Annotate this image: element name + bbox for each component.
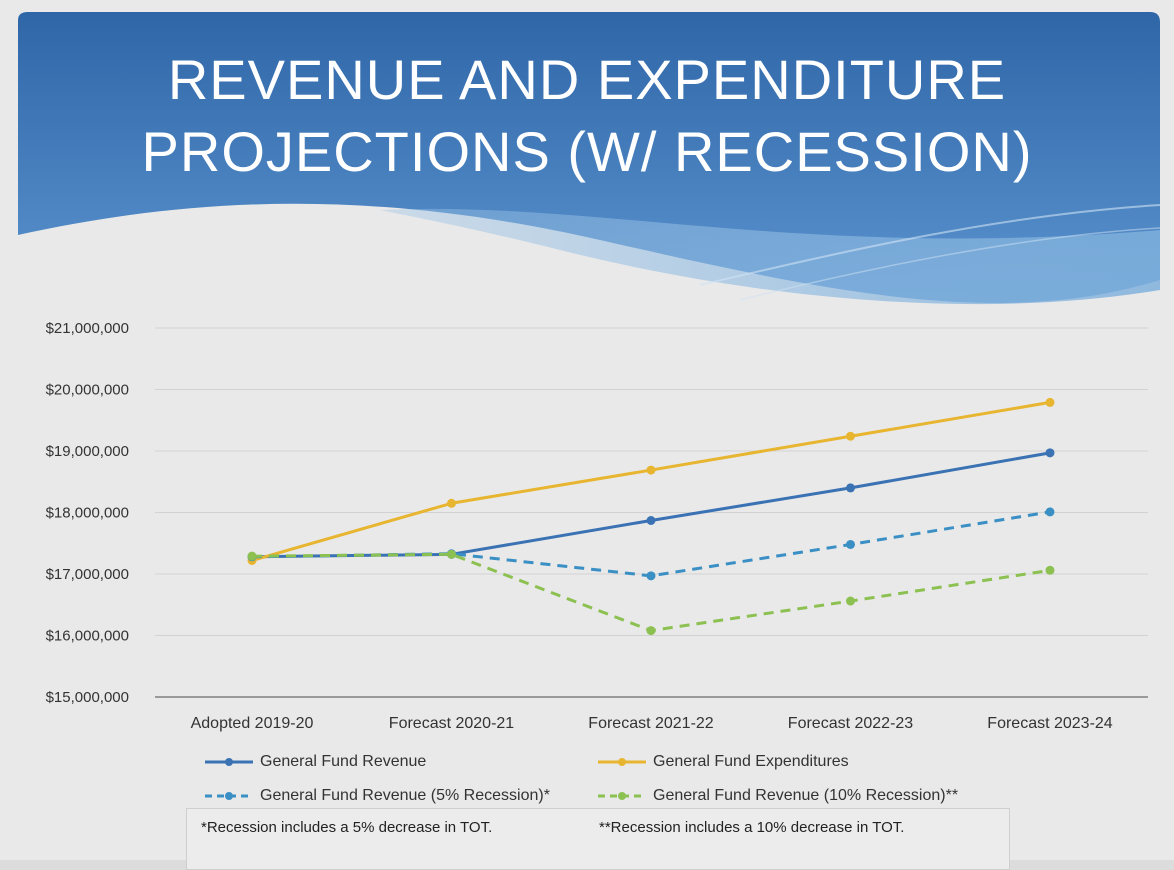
data-point bbox=[646, 571, 656, 581]
x-tick-label: Forecast 2020-21 bbox=[389, 715, 515, 732]
y-tick-label: $16,000,000 bbox=[46, 628, 129, 645]
data-point bbox=[846, 431, 855, 441]
legend-label: General Fund Expenditures bbox=[653, 753, 849, 770]
x-tick-label: Adopted 2019-20 bbox=[191, 715, 314, 732]
data-point bbox=[846, 596, 855, 606]
y-tick-label: $17,000,000 bbox=[46, 566, 129, 583]
slide-title-line-1: REVENUE AND EXPENDITURE bbox=[167, 48, 1007, 111]
footnote-5-percent: *Recession includes a 5% decrease in TOT… bbox=[201, 819, 493, 836]
legend-swatch bbox=[205, 792, 253, 800]
data-point bbox=[247, 551, 257, 561]
y-tick-label: $18,000,000 bbox=[46, 505, 129, 522]
y-tick-label: $19,000,000 bbox=[46, 443, 129, 460]
y-tick-label: $21,000,000 bbox=[46, 320, 129, 337]
x-tick-label: Forecast 2022-23 bbox=[788, 715, 914, 732]
legend-item: General Fund Revenue (10% Recession)** bbox=[597, 781, 958, 811]
legend-item: General Fund Revenue (5% Recession)* bbox=[204, 781, 550, 811]
y-tick-label: $20,000,000 bbox=[46, 382, 129, 399]
y-tick-label: $15,000,000 bbox=[46, 689, 129, 706]
x-tick-label: Forecast 2023-24 bbox=[987, 715, 1113, 732]
data-point bbox=[447, 549, 456, 559]
legend-swatch bbox=[598, 758, 646, 766]
data-point bbox=[646, 626, 656, 636]
data-point bbox=[646, 465, 656, 475]
data-point bbox=[447, 498, 456, 508]
series-line bbox=[251, 552, 1051, 633]
footnote-10-percent: **Recession includes a 10% decrease in T… bbox=[599, 819, 905, 836]
title-banner bbox=[18, 12, 1161, 305]
footnotes-box: *Recession includes a 5% decrease in TOT… bbox=[186, 808, 1010, 870]
data-point bbox=[846, 539, 855, 549]
data-point bbox=[1045, 397, 1055, 407]
legend-item: General Fund Revenue bbox=[204, 747, 426, 777]
data-point bbox=[846, 483, 855, 493]
line-chart: $15,000,000 $16,000,000 $17,000,000 $18,000… bbox=[46, 320, 1148, 732]
legend-label: General Fund Revenue (10% Recession)** bbox=[653, 787, 959, 804]
legend-label: General Fund Revenue bbox=[260, 753, 427, 770]
data-point bbox=[646, 515, 656, 525]
data-point bbox=[1045, 448, 1055, 458]
legend-swatch bbox=[205, 758, 253, 766]
data-point bbox=[1045, 565, 1055, 575]
chart-legend: General Fund Revenue General Fund Expendi… bbox=[0, 745, 1174, 815]
x-tick-label: Forecast 2021-22 bbox=[588, 715, 714, 732]
slide-title-line-2: PROJECTIONS (W/ RECESSION) bbox=[141, 120, 1033, 183]
data-point bbox=[1045, 507, 1055, 517]
slide-title: REVENUE AND EXPENDITURE PROJECTIONS (W/ … bbox=[0, 44, 1174, 188]
legend-item: General Fund Expenditures bbox=[597, 747, 849, 777]
legend-label: General Fund Revenue (5% Recession)* bbox=[260, 787, 550, 804]
series-line bbox=[251, 400, 1051, 562]
legend-swatch bbox=[598, 792, 646, 800]
